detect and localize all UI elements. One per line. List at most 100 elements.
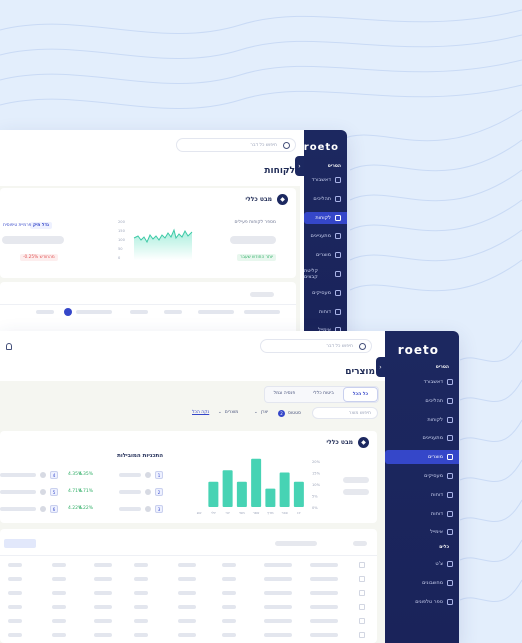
- rank-badge: 4: [50, 471, 58, 479]
- row-checkbox[interactable]: [359, 632, 365, 638]
- row-checkbox[interactable]: [359, 618, 365, 624]
- tab-general-insurance[interactable]: ביטוח כללי: [313, 391, 334, 396]
- decline-badge: -0.25% מהחודש: [20, 254, 58, 261]
- sidebar-item-chat[interactable]: צ'ט: [385, 557, 459, 571]
- search-input[interactable]: חיפוש כל דבר: [176, 138, 296, 152]
- sidebar-item-label: דוחות: [318, 308, 331, 315]
- tag-value: [2, 236, 64, 244]
- top-plan-row[interactable]: 3: [119, 505, 163, 513]
- sidebar-item-handshake[interactable]: מעסיקים: [304, 287, 347, 299]
- clear-all-link[interactable]: נקה הכל: [192, 410, 210, 415]
- sidebar-section-label: הסריס: [327, 164, 341, 169]
- company-filter[interactable]: ⌄ יצרן: [254, 410, 268, 415]
- plan-logo: [145, 506, 151, 512]
- row-checkbox[interactable]: [359, 576, 365, 582]
- x-tick-label: מאי: [239, 511, 245, 515]
- sidebar-item-handshake[interactable]: מעסיקים: [385, 469, 459, 483]
- status-filter[interactable]: 2 סטטוס: [278, 410, 301, 417]
- top-plan-row[interactable]: 5: [0, 488, 58, 496]
- sidebar-item-users[interactable]: לקוחות: [385, 413, 459, 427]
- sidebar-item-label: דוחות: [430, 510, 443, 517]
- row-checkbox[interactable]: [359, 604, 365, 610]
- overview-card: ◆ מבט כללי 20% 15% 10% 5% 0% ינו פבר מרץ אפר מאי י…: [0, 431, 377, 523]
- row-checkbox[interactable]: [359, 590, 365, 596]
- products-bar-chart: 20% 15% 10% 5% 0% ינו פבר מרץ אפר מאי יוני יולי אוג: [197, 458, 321, 515]
- sidebar-item-products[interactable]: מוצרים: [385, 450, 459, 465]
- tab-pension[interactable]: פנסיה וגמל: [273, 391, 296, 396]
- table-cell: [222, 591, 236, 595]
- sidebar-item-mail[interactable]: אימייל: [385, 525, 459, 539]
- top-plan-row[interactable]: 6: [0, 505, 58, 513]
- sidebar-item-label: ספר טלפונים: [415, 599, 443, 605]
- table-cell: [310, 577, 338, 581]
- table-cell: [94, 591, 112, 595]
- tab-all[interactable]: כל הכל: [342, 387, 378, 402]
- sidebar-item-process[interactable]: תהליכים: [304, 193, 347, 205]
- product-search-input[interactable]: חיפוש מוצר: [312, 407, 378, 419]
- plan-percentage: 4.71%: [78, 489, 93, 494]
- sidebar-collapse-toggle[interactable]: ›: [376, 357, 385, 377]
- sidebar-item-home[interactable]: דאשבורד: [304, 174, 347, 186]
- sidebar-item-leads[interactable]: מתעניינים: [304, 230, 347, 242]
- table-action-button[interactable]: [4, 539, 36, 548]
- product-search-placeholder: חיפוש מוצר: [348, 410, 371, 416]
- top-plan-row[interactable]: 1: [119, 471, 163, 479]
- plan-name: [119, 490, 141, 494]
- plan-percentage: 4.35%: [68, 472, 83, 477]
- products-icon: [335, 252, 341, 259]
- active-clients-value: [230, 236, 276, 244]
- sidebar-item-users[interactable]: לקוחות: [304, 211, 347, 224]
- sidebar-item-home[interactable]: דאשבורד: [385, 375, 459, 389]
- type-tag: פרמיית טיפוסית: [3, 223, 32, 228]
- process-icon: [335, 195, 341, 202]
- bar-אפר: [251, 458, 262, 507]
- products-filter[interactable]: ⌄ מוצרים: [218, 410, 238, 415]
- table-cell: [94, 605, 112, 609]
- page-title: מוצרים: [345, 367, 375, 377]
- table-cell: [178, 605, 196, 609]
- company-filter-label: יצרן: [260, 410, 269, 415]
- report2-icon: [447, 510, 453, 517]
- table-cell: [310, 619, 338, 623]
- top-plan-row[interactable]: 2: [119, 488, 163, 496]
- sidebar-item-process[interactable]: תהליכים: [385, 394, 459, 408]
- table-cell: [310, 563, 338, 567]
- table-cell: [222, 563, 236, 567]
- sidebar-item-label: מעסיקים: [424, 473, 443, 479]
- plan-logo: [40, 506, 46, 512]
- handshake-icon: [447, 473, 453, 479]
- plan-name: [0, 490, 36, 494]
- sidebar-item-report[interactable]: דוחות: [304, 306, 347, 318]
- table-cell: [178, 577, 196, 581]
- sidebar: roeto הסריס דאשבורד תהליכים לקוחות מתענייני…: [304, 130, 347, 345]
- clients-window: roeto הסריס דאשבורד תהליכים לקוחות מתענייני…: [0, 130, 347, 345]
- bell-icon[interactable]: [6, 343, 12, 350]
- search-input[interactable]: חיפוש כל דבר: [260, 339, 372, 353]
- sidebar-item-calculator[interactable]: מחשבונים: [385, 576, 459, 590]
- leads-icon: [447, 435, 453, 442]
- process-icon: [447, 397, 453, 404]
- row-checkbox[interactable]: [359, 562, 365, 568]
- sidebar-item-leads[interactable]: מתעניינים: [385, 431, 459, 445]
- products-icon: [447, 454, 453, 461]
- table-cell: [52, 605, 66, 609]
- y-tick-label: 20%: [312, 460, 321, 464]
- sidebar-item-report[interactable]: דוחות: [385, 488, 459, 502]
- page-title: לקוחות: [264, 166, 295, 176]
- sidebar-collapse-toggle[interactable]: ›: [295, 156, 304, 176]
- sidebar-item-upload[interactable]: קליטת קבצים: [304, 268, 347, 280]
- sidebar-item-phonebook[interactable]: ספר טלפונים: [385, 595, 459, 609]
- products-table: [0, 529, 377, 643]
- sidebar-item-label: מוצרים: [428, 454, 443, 461]
- calculator-icon: [447, 580, 453, 586]
- pagination-dot[interactable]: [64, 308, 72, 316]
- sidebar-item-products[interactable]: מוצרים: [304, 249, 347, 261]
- table-cell: [178, 591, 196, 595]
- table-cell: [52, 591, 66, 595]
- bar-מאי: [236, 481, 247, 507]
- search-icon: [283, 142, 290, 149]
- growth-badge: יותר החודש שעבר: [237, 254, 276, 261]
- sidebar-item-report2[interactable]: דוחות: [385, 507, 459, 521]
- top-plan-row[interactable]: 4: [0, 471, 58, 479]
